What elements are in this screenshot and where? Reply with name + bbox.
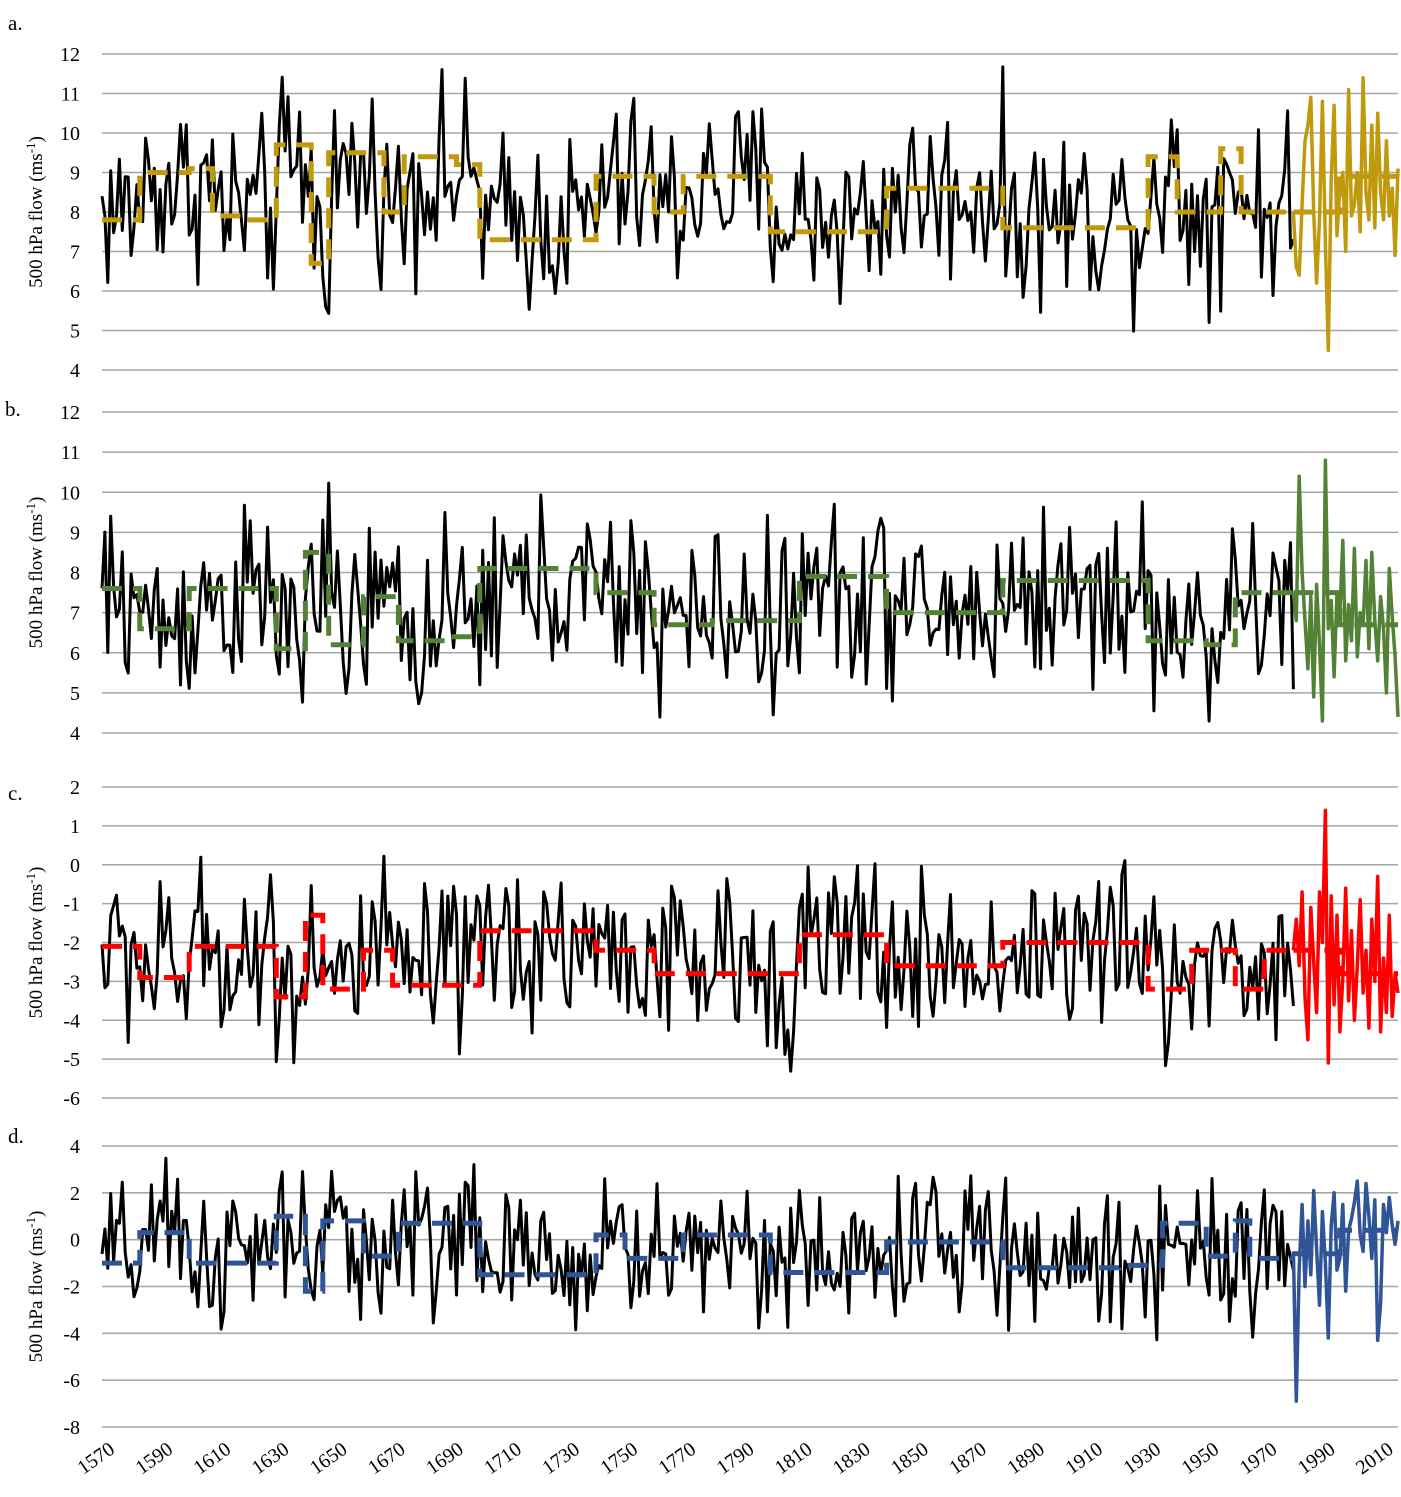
recent-flow-line <box>1291 75 1400 353</box>
x-tick-label: 1590 <box>132 1438 177 1479</box>
y-axis-label: 500 hPa flow (ms-1) <box>23 1211 47 1363</box>
x-tick-label: 1750 <box>597 1438 642 1479</box>
y-tick-label: -2 <box>63 933 80 955</box>
annual-flow-line <box>100 854 1295 1073</box>
x-tick-label: 1830 <box>829 1438 874 1479</box>
y-tick-label: -4 <box>63 1323 80 1345</box>
x-tick-label: 1850 <box>887 1438 932 1479</box>
y-tick-label: 0 <box>70 855 80 877</box>
y-tick-label: 6 <box>70 643 80 665</box>
annual-flow-line <box>100 1156 1295 1342</box>
y-tick-label: 7 <box>70 603 80 625</box>
recent-flow-line <box>1291 808 1400 1065</box>
regime-mean-dashed-line <box>102 912 1294 1000</box>
regime-mean-dashed-line <box>102 142 1294 266</box>
y-tick-label: -8 <box>63 1417 80 1439</box>
panel-c: -6 -5 -4 -3 -2 -1 0 1 2 c. 500 hPa flow (ms-1) <box>8 777 1400 1110</box>
recent-regime-dashed-line <box>1293 173 1398 215</box>
x-tick-label: 1950 <box>1178 1438 1223 1479</box>
y-axis-label: 500 hPa flow (ms-1) <box>23 497 47 649</box>
recent-regime-dashed-line <box>1293 947 1398 977</box>
x-tick-label: 1870 <box>945 1438 990 1479</box>
x-tick-label: 1790 <box>713 1438 758 1479</box>
x-tick-label: 1670 <box>364 1438 409 1479</box>
y-axis-label: 500 hPa flow (ms-1) <box>23 867 47 1019</box>
y-tick-label: 2 <box>70 1183 80 1205</box>
x-tick-label: 1770 <box>655 1438 700 1479</box>
panel-a: 4 5 6 7 8 9 10 11 12 a. 500 hPa flow (ms-1) <box>8 11 1400 382</box>
y-tick-label: 5 <box>70 683 80 705</box>
y-tick-label: 9 <box>70 522 80 544</box>
x-tick-label: 1570 <box>73 1438 118 1479</box>
y-tick-label: 5 <box>70 321 80 343</box>
recent-regime-dashed-line <box>1293 1227 1398 1257</box>
panel-label: c. <box>8 781 23 805</box>
panel-label: b. <box>5 397 21 421</box>
y-tick-label: 6 <box>70 281 80 303</box>
regime-mean-dashed-line <box>102 1213 1294 1294</box>
x-tick-label: 1690 <box>422 1438 467 1479</box>
x-tick-label: 2010 <box>1352 1438 1397 1479</box>
y-tick-label: 4 <box>70 1136 80 1158</box>
x-tick-label: 1650 <box>306 1438 351 1479</box>
y-tick-label: -2 <box>63 1277 80 1299</box>
y-tick-label: 8 <box>70 563 80 585</box>
y-tick-label: 4 <box>70 723 80 745</box>
panel-label: a. <box>8 11 23 35</box>
y-tick-label: -5 <box>63 1049 80 1071</box>
annual-flow-line <box>100 65 1295 333</box>
x-tick-label: 1710 <box>480 1438 525 1479</box>
x-tick-label: 1910 <box>1061 1438 1106 1479</box>
x-tick-label: 1930 <box>1120 1438 1165 1479</box>
x-tick-label: 1610 <box>190 1438 235 1479</box>
panel-b: 4 5 6 7 8 9 10 11 12 b. 500 hPa flow (ms-1) <box>5 397 1400 745</box>
x-tick-label: 1730 <box>538 1438 583 1479</box>
y-tick-label: -3 <box>63 971 80 993</box>
x-axis: 1570 1590 1610 1630 1650 1670 1690 1710 1730 1750… <box>73 1438 1397 1479</box>
y-tick-label: 10 <box>60 123 80 145</box>
y-tick-label: 12 <box>60 402 80 424</box>
y-tick-label: 1 <box>70 816 80 838</box>
y-tick-label: -6 <box>63 1370 80 1392</box>
x-tick-label: 1990 <box>1294 1438 1339 1479</box>
panel-label: d. <box>8 1124 24 1148</box>
y-tick-label: 11 <box>61 442 80 464</box>
y-tick-label: 0 <box>70 1230 80 1252</box>
y-tick-label: 11 <box>61 84 80 106</box>
recent-flow-line <box>1291 1179 1400 1403</box>
y-tick-label: 9 <box>70 163 80 185</box>
y-tick-label: -4 <box>63 1010 80 1032</box>
recent-regime-dashed-line <box>1293 590 1398 628</box>
x-tick-label: 1630 <box>248 1438 293 1479</box>
y-tick-label: 4 <box>70 360 80 382</box>
y-axis-label: 500 hPa flow (ms-1) <box>23 136 47 288</box>
x-tick-label: 1970 <box>1236 1438 1281 1479</box>
y-tick-label: 7 <box>70 242 80 264</box>
x-tick-label: 1810 <box>771 1438 816 1479</box>
y-tick-label: 2 <box>70 777 80 799</box>
recent-flow-line <box>1291 458 1400 723</box>
x-tick-label: 1890 <box>1003 1438 1048 1479</box>
y-tick-label: -1 <box>63 894 80 916</box>
y-tick-label: 8 <box>70 202 80 224</box>
y-tick-label: 10 <box>60 482 80 504</box>
annual-flow-line <box>100 481 1295 723</box>
y-tick-label: -6 <box>63 1088 80 1110</box>
panel-d: -8 -6 -4 -2 0 2 4 d. 500 hPa flow (ms-1) <box>8 1124 1400 1439</box>
y-tick-label: 12 <box>60 44 80 66</box>
